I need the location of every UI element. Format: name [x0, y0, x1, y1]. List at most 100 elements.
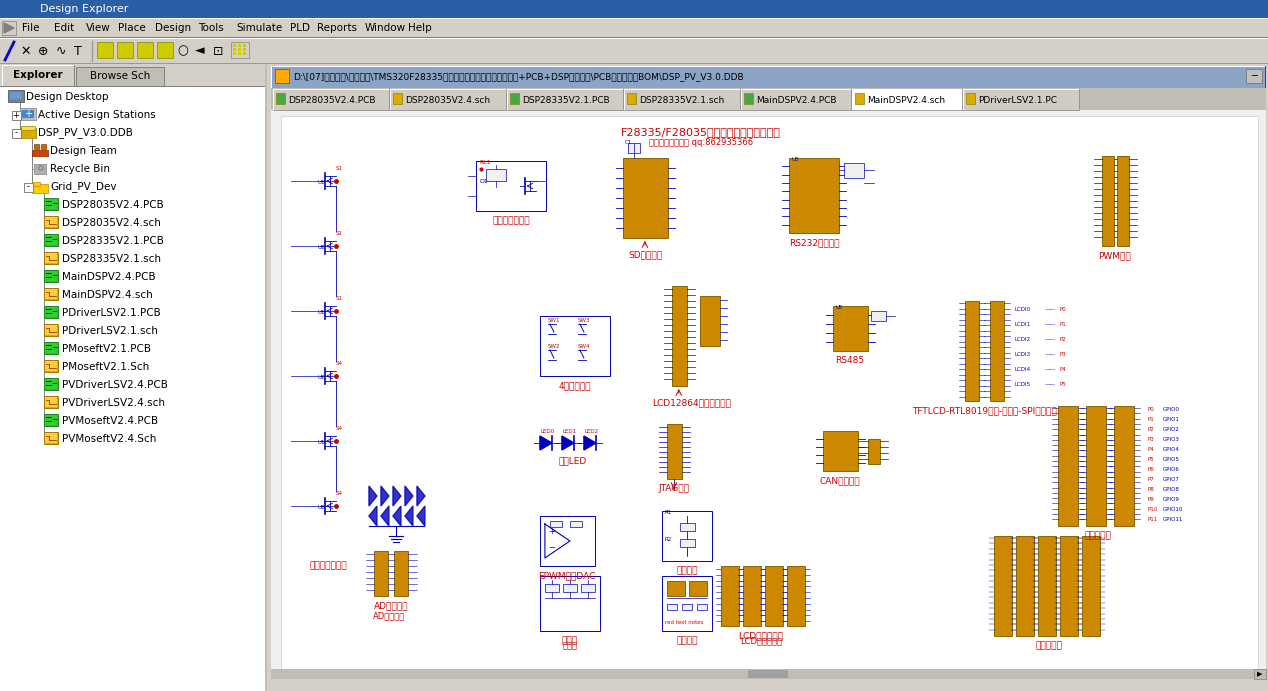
Bar [994, 536, 1012, 636]
Bar [238, 48, 241, 51]
Text: U2: U2 [318, 245, 326, 250]
Text: EPWM模拟DAC: EPWM模拟DAC [538, 571, 596, 580]
Text: ∿: ∿ [56, 44, 66, 57]
Text: ♻: ♻ [37, 164, 44, 173]
Bar [44, 414, 58, 426]
Bar [76, 67, 164, 86]
Bar [1102, 156, 1113, 246]
Text: GPIO8: GPIO8 [1163, 487, 1179, 492]
Bar [965, 301, 979, 401]
Text: 用户LED: 用户LED [559, 456, 587, 465]
Text: ─: ─ [1252, 71, 1257, 81]
Text: PVDriverLSV2.4.PCB: PVDriverLSV2.4.PCB [62, 380, 167, 390]
Bar [680, 539, 695, 547]
Bar [3, 21, 16, 35]
Text: 输出并网继电器: 输出并网继电器 [492, 216, 530, 225]
Bar [581, 584, 595, 592]
Bar [44, 396, 58, 408]
Bar [1254, 669, 1265, 679]
Bar [789, 158, 839, 233]
Text: 基准电压: 基准电压 [676, 566, 697, 575]
Text: P5: P5 [1060, 382, 1066, 387]
Text: ——: —— [1045, 322, 1056, 327]
Bar [624, 89, 741, 90]
Text: Active Design Stations: Active Design Stations [38, 110, 156, 120]
Text: LCD12864及开关量输出: LCD12864及开关量输出 [652, 398, 732, 407]
Text: PVDriverLSV2.4.sch: PVDriverLSV2.4.sch [62, 398, 165, 408]
Bar [44, 361, 57, 371]
Bar [743, 566, 761, 626]
Bar [34, 164, 46, 174]
Text: P7: P7 [1148, 477, 1154, 482]
Text: 4位测试按键: 4位测试按键 [559, 381, 591, 390]
Text: R1: R1 [664, 510, 671, 515]
Text: P5: P5 [1148, 457, 1154, 462]
Polygon shape [404, 486, 413, 506]
Bar [238, 44, 241, 47]
Bar [44, 253, 57, 263]
Bar [44, 270, 58, 282]
Bar [869, 439, 880, 464]
Bar [271, 66, 1265, 88]
Bar [667, 424, 682, 479]
Text: Window: Window [365, 23, 406, 33]
Text: LED1: LED1 [563, 429, 577, 434]
Bar [0, 86, 265, 87]
Bar [44, 342, 58, 354]
Text: 滤波器: 滤波器 [563, 641, 577, 650]
Text: DSP28335V2.1.PCB: DSP28335V2.1.PCB [62, 236, 164, 246]
Text: SD外部存储: SD外部存储 [628, 250, 662, 259]
Bar [157, 42, 172, 58]
Bar [231, 42, 249, 58]
Bar [117, 42, 133, 58]
Polygon shape [380, 486, 389, 506]
Bar [990, 301, 1004, 401]
Bar [44, 343, 57, 353]
Bar [540, 576, 600, 631]
Text: LCDI5: LCDI5 [1014, 382, 1031, 387]
Text: P0: P0 [1148, 407, 1154, 412]
Text: LCDI2: LCDI2 [1014, 337, 1031, 342]
Polygon shape [417, 486, 425, 506]
Bar [1082, 536, 1101, 636]
Bar [662, 511, 713, 561]
Bar [22, 126, 36, 130]
Text: DSP28035V2.4.PCB: DSP28035V2.4.PCB [288, 95, 375, 104]
Bar [243, 44, 246, 47]
Text: MainDSPV2.4.sch: MainDSPV2.4.sch [62, 290, 152, 300]
Text: RL1: RL1 [479, 160, 491, 165]
Text: PMoseftV2.1.PCB: PMoseftV2.1.PCB [62, 344, 151, 354]
Text: C1: C1 [625, 140, 633, 145]
Text: ——: —— [1045, 337, 1056, 342]
Bar [394, 551, 408, 596]
Bar [844, 163, 864, 178]
Text: S1: S1 [336, 231, 344, 236]
Text: AD采样中心: AD采样中心 [373, 611, 404, 620]
Text: P3: P3 [1148, 437, 1154, 442]
Text: -: - [27, 182, 29, 191]
Bar [271, 669, 1265, 679]
Polygon shape [583, 436, 596, 450]
Bar [391, 89, 506, 90]
Bar [44, 307, 57, 317]
Bar [3, 65, 74, 66]
Bar [34, 144, 39, 149]
Bar [137, 42, 153, 58]
Text: GPIO5: GPIO5 [1163, 457, 1179, 462]
Bar [662, 576, 713, 631]
Bar [243, 52, 246, 55]
Bar [44, 379, 57, 389]
Text: Place: Place [118, 23, 146, 33]
Polygon shape [540, 436, 552, 450]
Text: PWM接口: PWM接口 [1098, 251, 1131, 260]
Text: Simulate: Simulate [236, 23, 283, 33]
Bar [1016, 536, 1035, 636]
Text: SW1: SW1 [548, 318, 560, 323]
Text: U5: U5 [836, 305, 842, 310]
Bar [44, 234, 58, 246]
Text: 核心板接口: 核心板接口 [1084, 531, 1111, 540]
Text: P2: P2 [1148, 427, 1154, 432]
Text: S4: S4 [336, 361, 344, 366]
Text: MainDSPV2.4.sch: MainDSPV2.4.sch [867, 95, 945, 104]
Text: D1: D1 [479, 179, 488, 184]
